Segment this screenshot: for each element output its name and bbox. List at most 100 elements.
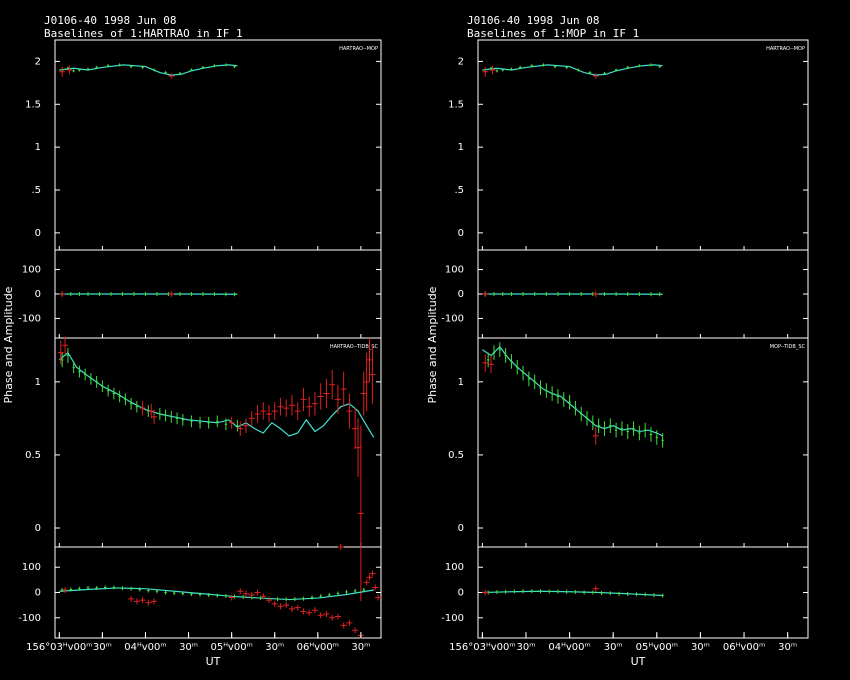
phase-flagged-point bbox=[317, 612, 324, 619]
amp-flagged-point bbox=[300, 387, 307, 412]
phase-data-point bbox=[591, 590, 595, 595]
amp-data-point bbox=[638, 64, 641, 68]
amp-data-point bbox=[545, 383, 548, 398]
phase-flagged-point bbox=[323, 610, 330, 617]
phase-flagged-point bbox=[283, 602, 290, 609]
amp-data-point bbox=[661, 433, 664, 448]
phase-tick-label: -100 bbox=[441, 313, 464, 324]
amp-flagged-point bbox=[340, 371, 347, 407]
amp-data-point bbox=[224, 418, 228, 431]
amp-flagged-point bbox=[265, 405, 272, 423]
time-tick-label: 30ᵐ bbox=[691, 642, 710, 653]
amp-data-point bbox=[603, 421, 606, 436]
amp-data-point bbox=[89, 373, 93, 385]
baseline-panel-1: HARTRAO--MOP 0 .5 1 1.5 2 -100 0 100 bbox=[441, 46, 808, 339]
amp-data-point bbox=[498, 342, 502, 357]
phase-tick-label: 100 bbox=[22, 265, 41, 276]
amp-data-point bbox=[501, 68, 504, 72]
amp-data-point bbox=[129, 397, 133, 410]
amp-data-point bbox=[638, 425, 641, 441]
baseline-label: HARTRAO--MOP bbox=[766, 46, 805, 52]
amp-data-point bbox=[580, 406, 583, 422]
amp-tick-label: 1 bbox=[35, 142, 41, 153]
amp-flagged-point bbox=[139, 400, 146, 416]
amp-flagged-point bbox=[592, 427, 599, 445]
amp-data-point bbox=[83, 368, 87, 381]
phase-flagged-point bbox=[277, 603, 284, 610]
phase-flagged-point bbox=[363, 579, 370, 586]
amp-model-curve bbox=[482, 64, 663, 76]
phase-flagged-point bbox=[294, 604, 301, 611]
amp-data-point bbox=[141, 65, 144, 69]
phase-flagged-point bbox=[369, 570, 376, 577]
amp-flagged-point bbox=[59, 66, 66, 77]
amp-data-point bbox=[626, 65, 629, 69]
amp-model-curve bbox=[482, 345, 663, 437]
amp-data-point bbox=[521, 365, 525, 381]
amp-data-point bbox=[533, 374, 536, 390]
time-tick-label: 156°03ᴴᴠ00ᵐ bbox=[449, 642, 515, 653]
amp-data-point bbox=[614, 422, 618, 438]
phase-flagged-point bbox=[145, 599, 152, 606]
amp-data-point bbox=[516, 359, 519, 375]
amp-data-point bbox=[106, 384, 110, 397]
amp-data-point bbox=[164, 71, 167, 75]
amp-data-point bbox=[164, 409, 167, 422]
amp-data-point bbox=[556, 389, 560, 404]
phase-data-point bbox=[530, 589, 533, 594]
amp-data-point bbox=[626, 424, 629, 439]
amp-tick-label: 0.5 bbox=[448, 450, 464, 461]
amp-data-point bbox=[152, 68, 156, 72]
amp-data-point bbox=[577, 68, 580, 72]
phase-flagged-point bbox=[288, 605, 295, 612]
amp-tick-label: 1 bbox=[458, 377, 464, 388]
amp-data-point bbox=[550, 386, 554, 401]
amp-flagged-point bbox=[592, 73, 599, 79]
amp-flagged-point bbox=[306, 396, 313, 417]
phase-data-point bbox=[213, 292, 216, 296]
amp-data-point bbox=[597, 418, 600, 433]
phase-data-point bbox=[328, 593, 331, 598]
amp-data-point bbox=[158, 408, 162, 420]
phase-flagged-point bbox=[482, 291, 489, 297]
phase-data-point bbox=[224, 292, 228, 297]
time-tick-label: 04ᴴᴠ00ᵐ bbox=[548, 642, 590, 653]
phase-data-point bbox=[112, 585, 116, 590]
amp-data-point bbox=[95, 376, 98, 388]
phase-flagged-point bbox=[482, 589, 489, 596]
phase-data-point bbox=[147, 588, 150, 593]
phase-data-point bbox=[617, 591, 621, 596]
amp-flagged-point bbox=[260, 402, 267, 420]
phase-data-point bbox=[353, 588, 357, 593]
phase-flagged-point bbox=[62, 586, 69, 593]
chart-header-source: J0106-40 1998 Jun 08 bbox=[44, 14, 176, 27]
amp-flagged-point bbox=[254, 405, 261, 423]
amp-tick-label: 0 bbox=[458, 523, 464, 534]
amp-data-point bbox=[562, 392, 565, 407]
amp-flagged-point bbox=[271, 402, 278, 420]
amp-data-point bbox=[591, 415, 595, 431]
phase-data-point bbox=[626, 592, 629, 597]
phase-data-point bbox=[241, 595, 245, 600]
time-tick-label: 30ᵐ bbox=[351, 642, 370, 653]
amp-data-point bbox=[72, 361, 75, 374]
amp-data-point bbox=[170, 411, 173, 423]
amp-flagged-point bbox=[151, 409, 158, 425]
time-tick-label: 06ᴴᴠ00ᵐ bbox=[723, 642, 765, 653]
phase-data-point bbox=[643, 592, 647, 597]
amp-flagged-point bbox=[248, 411, 255, 426]
amp-data-point bbox=[565, 65, 568, 69]
baseline-panel-1: HARTRAO--MOP 0 .5 1 1.5 2 -100 0 100 bbox=[18, 46, 381, 339]
phase-flagged-point bbox=[260, 593, 267, 600]
phase-data-point bbox=[138, 587, 141, 592]
amp-data-point bbox=[213, 64, 216, 68]
amp-data-point bbox=[510, 67, 513, 71]
phase-flagged-point bbox=[337, 544, 344, 550]
amp-flagged-point bbox=[369, 345, 376, 404]
phase-flagged-point bbox=[375, 594, 382, 601]
phase-data-point bbox=[658, 292, 661, 297]
amp-tick-label: 0.5 bbox=[25, 450, 41, 461]
phase-tick-label: -100 bbox=[18, 313, 41, 324]
chart-header-subtitle: Baselines of 1:HARTRAO in IF 1 bbox=[44, 27, 243, 40]
amp-data-point bbox=[632, 421, 635, 436]
